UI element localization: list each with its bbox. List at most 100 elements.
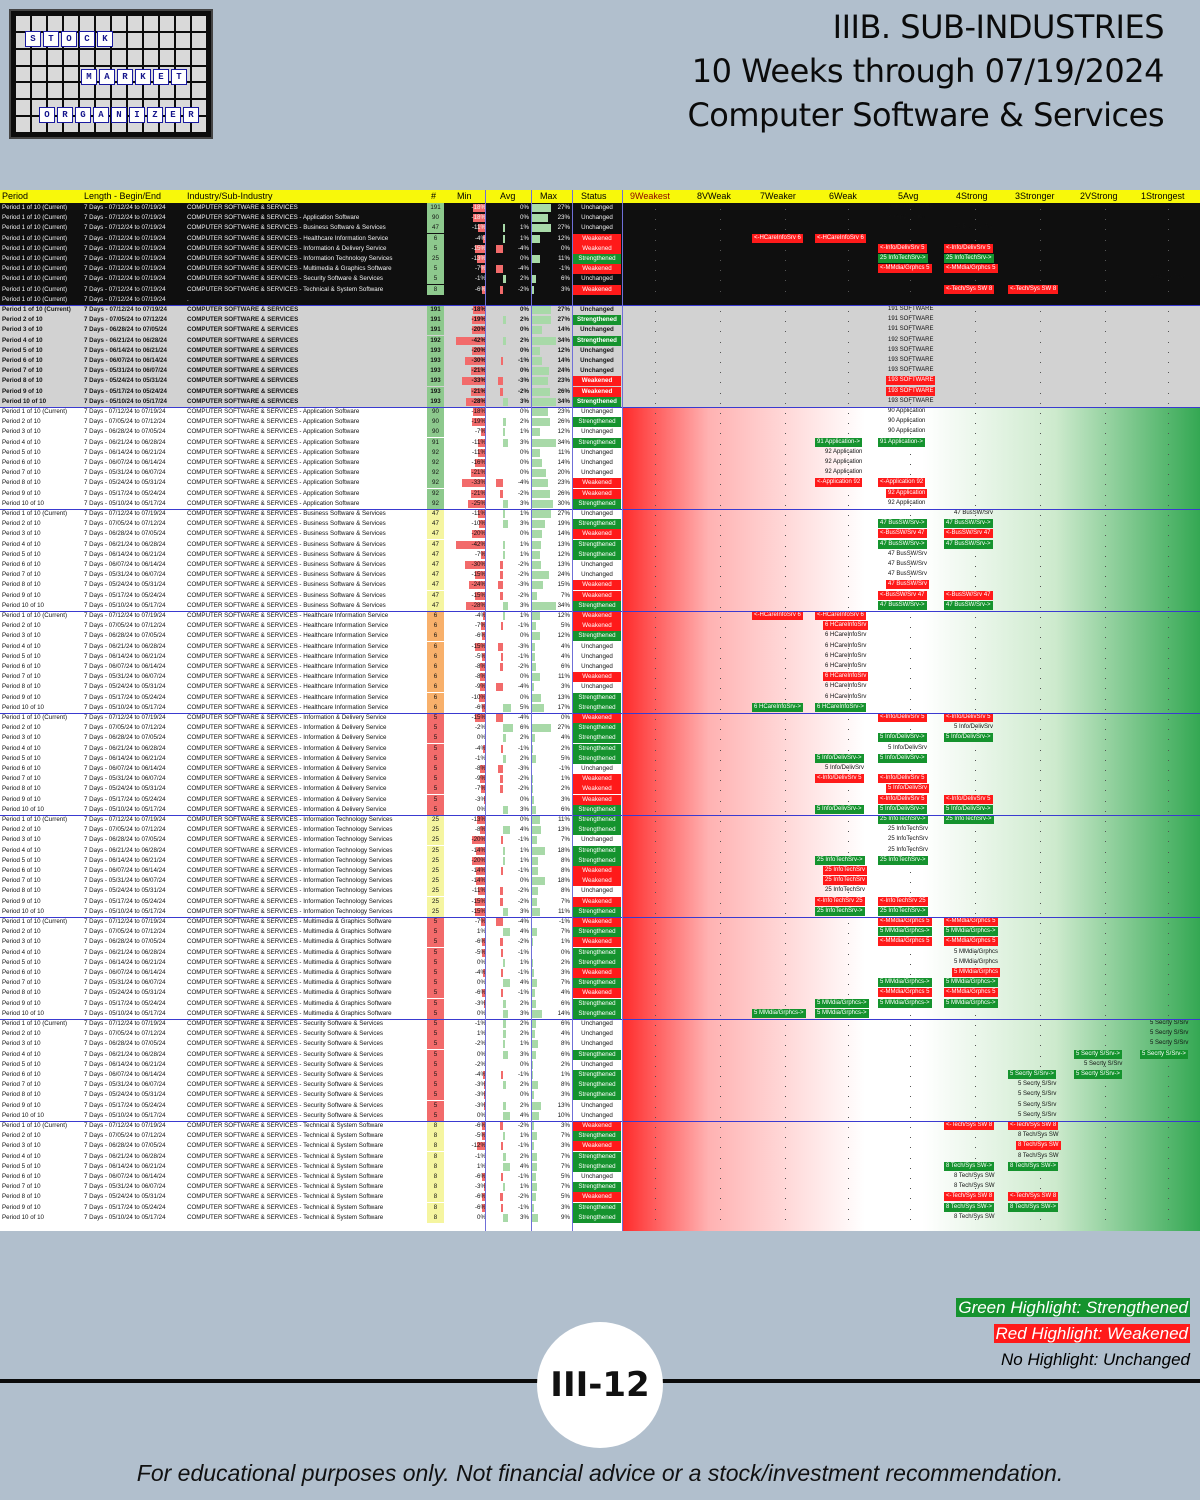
heatmap-dot <box>975 1086 976 1088</box>
industry-cell: COMPUTER SOFTWARE & SERVICES - Informati… <box>187 867 393 874</box>
heatmap-dot <box>655 841 656 843</box>
heatmap-dot <box>655 1208 656 1210</box>
strength-level-label: 8 Tech/Sys SW-> <box>944 1202 994 1212</box>
avg-cell: -1% <box>517 1142 529 1150</box>
heatmap-dot <box>1168 729 1169 731</box>
count-cell: 5 <box>427 998 444 1009</box>
strength-level-label: 47 BusSW/Srv <box>954 510 994 516</box>
heatmap-dot <box>848 382 849 384</box>
table-row: Period 6 of 10 7 Days - 06/07/24 to 06/14… <box>0 866 1200 876</box>
heatmap-dot <box>975 759 976 761</box>
logo-grid-cell <box>160 16 174 31</box>
heatmap-dot <box>1040 566 1041 567</box>
table-row: Period 7 of 10 7 Days - 05/31/24 to 06/07… <box>0 366 1200 377</box>
heatmap-dot <box>720 1188 721 1190</box>
period-cell: Period 8 of 10 <box>2 785 41 793</box>
avg-cell: -2% <box>517 561 529 568</box>
heatmap-dot <box>910 372 911 374</box>
heatmap-dot <box>655 219 656 221</box>
min-cell: -15% <box>471 591 486 599</box>
industry-cell: COMPUTER SOFTWARE & SERVICES - Technical… <box>187 1162 384 1170</box>
avg-cell: -2% <box>517 938 529 946</box>
industry-cell: COMPUTER SOFTWARE & SERVICES <box>187 357 299 364</box>
min-cell: -6% <box>474 1203 486 1211</box>
max-cell: 8% <box>561 867 570 874</box>
strength-level-label: <-Info/DelivSrv 5 <box>878 713 927 722</box>
strength-level-label: 193 SOFTWARE <box>886 386 936 396</box>
strength-level-label: 25 InfoTechSrv <box>825 887 866 894</box>
table-row: Period 1 of 10 (Current) 7 Days - 07/12/2… <box>0 213 1200 224</box>
status-cell: Weakened <box>573 580 621 591</box>
heatmap-dot <box>1040 1055 1041 1057</box>
min-bar <box>482 948 486 957</box>
heatmap-dot <box>1105 566 1106 567</box>
heatmap-dot <box>1105 209 1106 210</box>
heatmap-dot <box>1040 759 1041 761</box>
heatmap-dot <box>975 1055 976 1057</box>
heatmap-dot <box>1105 1035 1106 1037</box>
heatmap-dot <box>1105 994 1106 996</box>
count-cell: 192 <box>427 335 444 346</box>
min-cell: -9% <box>474 683 486 691</box>
min-cell: -15% <box>471 244 486 252</box>
heatmap-dot <box>848 637 849 639</box>
max-bar <box>532 622 536 631</box>
heatmap-dot <box>1168 331 1169 333</box>
strength-level-label: 47 BusSW/Srv <box>888 561 928 567</box>
heatmap-dot <box>655 617 656 618</box>
heatmap-dot <box>1105 933 1106 935</box>
period-cell: Period 2 of 10 <box>2 1030 41 1038</box>
heatmap-dot <box>1168 1127 1169 1128</box>
avg-cell: 3% <box>520 1050 529 1058</box>
heatmap-dot <box>975 1106 976 1108</box>
industry-cell: COMPUTER SOFTWARE & SERVICES - Informati… <box>187 714 387 721</box>
heatmap-dot <box>975 1035 976 1037</box>
heatmap-dot <box>1105 433 1106 435</box>
max-bar <box>532 1009 542 1018</box>
max-bar <box>532 479 549 488</box>
length-cell: 7 Days - 07/12/24 to 07/19/24 <box>84 918 166 925</box>
heatmap-dot <box>910 831 911 833</box>
length-cell: 7 Days - 06/07/24 to 06/14/24 <box>84 663 166 670</box>
heatmap-dot <box>720 351 721 353</box>
logo-grid-cell <box>144 16 158 31</box>
heatmap-dot <box>1105 984 1106 986</box>
heatmap-dot <box>848 321 849 323</box>
length-cell: 7 Days - 07/12/24 to 07/19/24 <box>84 408 166 415</box>
avg-bar <box>503 1030 507 1039</box>
avg-bar <box>501 1203 503 1212</box>
strength-level-label: 8 Tech/Sys SW <box>954 1173 995 1179</box>
table-row: Period 10 of 10 7 Days - 05/10/24 to 05/1… <box>0 600 1200 611</box>
heatmap-dot <box>655 698 656 700</box>
heatmap-dot <box>848 494 849 496</box>
strength-level-label: <-BusSW/Srv 47 <box>878 590 927 600</box>
heatmap-dot <box>848 1025 849 1026</box>
heatmap-dot <box>848 933 849 935</box>
status-cell: Weakened <box>573 1141 621 1152</box>
heatmap-dot <box>910 504 911 506</box>
heatmap-dot <box>975 555 976 557</box>
period-cell: Period 1 of 10 (Current) <box>2 244 67 252</box>
column-header: Max <box>540 191 558 201</box>
heatmap-dot <box>848 1106 849 1108</box>
industry-cell: COMPUTER SOFTWARE & SERVICES <box>187 397 299 405</box>
heatmap-dot <box>720 974 721 975</box>
min-cell: -30% <box>471 561 486 568</box>
count-cell: 5 <box>427 1100 444 1111</box>
heatmap-dot <box>1168 810 1169 812</box>
heatmap-dot <box>1168 1116 1169 1118</box>
heatmap-dot <box>1105 362 1106 363</box>
max-cell: 26% <box>557 489 570 497</box>
heatmap-dot <box>848 1157 849 1159</box>
period-cell: Period 7 of 10 <box>2 469 41 477</box>
heatmap-dot <box>655 382 656 384</box>
heatmap-dot <box>655 902 656 904</box>
period-cell: Period 2 of 10 <box>2 928 41 936</box>
max-bar <box>532 1030 535 1039</box>
logo-grid-cell <box>96 16 110 31</box>
heatmap-dot <box>1168 770 1169 771</box>
heatmap-dot <box>1040 810 1041 812</box>
logo-grid-cell <box>128 49 142 65</box>
heatmap-dot <box>1168 708 1169 710</box>
